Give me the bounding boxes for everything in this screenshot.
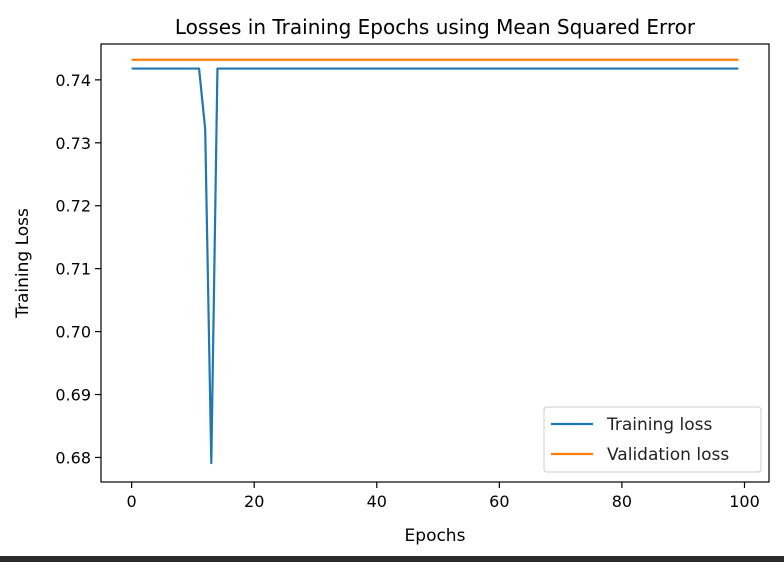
training-loss-line xyxy=(131,67,739,465)
x-axis-label: Epochs xyxy=(405,526,466,546)
y-tick-label: 0.73 xyxy=(55,134,91,153)
legend-label-training: Training loss xyxy=(606,415,712,435)
x-tick-label: 40 xyxy=(367,492,387,511)
y-tick-label: 0.70 xyxy=(55,323,91,342)
y-axis-label: Training Loss xyxy=(13,208,33,319)
y-tick-label: 0.68 xyxy=(55,448,91,467)
x-tick-label: 100 xyxy=(729,492,760,511)
legend-box xyxy=(543,406,762,473)
y-tick-label: 0.71 xyxy=(55,260,91,279)
series-lines xyxy=(131,58,739,465)
legend-label-validation: Validation loss xyxy=(607,445,729,465)
y-tick-label: 0.72 xyxy=(55,197,91,216)
x-tick-label: 20 xyxy=(244,492,264,511)
y-axis: 0.68 0.69 0.70 0.71 0.72 0.73 0.74 xyxy=(55,71,101,467)
chart-title: Losses in Training Epochs using Mean Squ… xyxy=(175,15,696,39)
y-tick-label: 0.69 xyxy=(55,386,91,405)
x-tick-label: 0 xyxy=(127,492,137,511)
y-tick-label: 0.74 xyxy=(55,71,91,90)
x-tick-label: 80 xyxy=(612,492,632,511)
window-bottom-edge xyxy=(0,556,784,562)
x-tick-label: 60 xyxy=(489,492,509,511)
legend: Training loss Validation loss xyxy=(543,406,762,473)
x-axis: 0 20 40 60 80 100 xyxy=(127,482,760,511)
